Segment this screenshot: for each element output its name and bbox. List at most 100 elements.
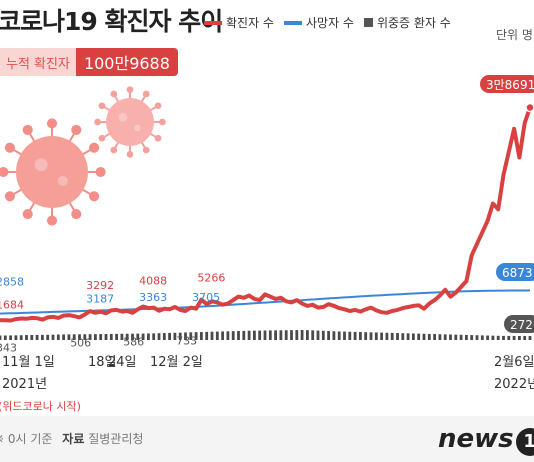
virus-spike-tip: [98, 102, 106, 110]
legend-swatch-red: [204, 20, 222, 25]
critical-bar: [136, 333, 140, 340]
critical-bar: [406, 333, 410, 340]
legend-item-deaths: 사망자 수: [283, 14, 354, 31]
critical-bar: [279, 330, 283, 340]
virus-spike-tip: [126, 151, 134, 158]
x-tick-label: 24일: [108, 355, 137, 370]
data-label: 3292: [86, 279, 114, 292]
critical-cases-bars: [0, 330, 532, 340]
virus-illustrations: [0, 86, 166, 226]
data-label: 586: [123, 336, 144, 349]
data-label: 733: [176, 335, 197, 348]
critical-bar: [226, 331, 230, 340]
critical-bar: [486, 335, 489, 340]
critical-bar: [152, 333, 156, 340]
critical-bar: [380, 332, 383, 340]
critical-bar: [311, 330, 315, 340]
data-label: 5266: [197, 272, 225, 285]
virus-spot: [34, 158, 48, 172]
critical-bar: [62, 334, 65, 340]
source-name: 질병관리청: [88, 432, 144, 446]
critical-bar: [51, 334, 55, 340]
critical-bar: [475, 335, 479, 340]
virus-spike-tip: [89, 142, 100, 153]
virus-spike-tip: [46, 215, 58, 226]
critical-bar: [83, 334, 87, 340]
critical-bar: [459, 334, 463, 340]
end-label-pill: [504, 315, 534, 333]
legend-label: 사망자 수: [305, 16, 354, 30]
data-label: 343: [0, 342, 17, 355]
legend-label: 위중증 환자 수: [376, 16, 451, 30]
critical-bar: [168, 332, 171, 340]
critical-bar: [507, 335, 511, 340]
data-label: 3705: [192, 291, 220, 304]
cumulative-label: 누적 확진자: [0, 48, 76, 76]
confirmed-line: [0, 106, 532, 323]
critical-bar: [417, 333, 421, 340]
cumulative-value: 100만9688: [75, 48, 178, 76]
critical-bar: [523, 336, 527, 340]
critical-bar: [253, 330, 256, 340]
critical-bar: [231, 331, 235, 340]
virus-spike-tip: [142, 90, 150, 98]
data-label: 3363: [139, 291, 167, 304]
data-label: 4088: [139, 274, 167, 287]
cumulative-badge: 누적 확진자 100만9688: [0, 48, 178, 76]
virus-spike-tip: [71, 209, 82, 220]
critical-bar: [518, 336, 521, 340]
critical-bar: [258, 330, 262, 340]
critical-bar: [433, 334, 436, 340]
critical-bar: [25, 335, 28, 340]
end-data-label: 272: [510, 318, 533, 332]
critical-bar: [396, 333, 399, 340]
logo-text: news: [438, 424, 514, 454]
x-tick-sublabel: 2021년: [2, 377, 47, 392]
legend-swatch-blue: [283, 20, 302, 25]
virus-spike-tip: [110, 90, 118, 98]
critical-bar: [374, 332, 378, 340]
critical-bar: [141, 333, 145, 340]
critical-bar: [321, 330, 325, 340]
critical-bar: [115, 333, 118, 340]
critical-bar: [528, 336, 532, 340]
critical-bar: [300, 330, 304, 340]
virus-spike-tip: [89, 191, 100, 202]
virus-spike-tip: [110, 146, 118, 154]
critical-bar: [496, 335, 500, 340]
critical-bar: [157, 333, 161, 340]
critical-bar: [337, 331, 341, 340]
virus-spike-tip: [4, 142, 15, 153]
critical-bar: [19, 335, 23, 340]
critical-bar: [502, 335, 505, 340]
end-label-pill: [496, 263, 534, 281]
legend-item-critical: 위중증 환자 수: [363, 14, 451, 31]
critical-bar: [9, 335, 12, 340]
critical-bar: [242, 330, 246, 340]
basis-note: ※ 0시 기준: [0, 432, 53, 446]
virus-spike-tip: [159, 118, 166, 126]
critical-bar: [316, 330, 320, 340]
virus-spike-tip: [71, 124, 82, 135]
virus-icon: [0, 118, 106, 226]
critical-bar: [274, 330, 277, 340]
critical-bar: [67, 334, 71, 340]
news1-logo: news 1: [438, 424, 534, 456]
critical-bar: [449, 334, 452, 340]
x-tick-label: 11월 1일: [2, 355, 55, 370]
critical-bar: [210, 331, 214, 340]
virus-spike-tip: [98, 134, 106, 142]
critical-bar: [104, 334, 108, 340]
critical-bar: [290, 330, 293, 340]
critical-bar: [332, 331, 336, 340]
virus-body: [16, 136, 88, 208]
data-label: 3187: [86, 293, 114, 306]
series-lines: [0, 106, 532, 323]
critical-bar: [35, 334, 39, 340]
critical-bar: [178, 332, 182, 340]
virus-spike-tip: [154, 102, 162, 110]
virus-spike-tip: [22, 124, 33, 135]
critical-bar: [41, 334, 44, 340]
